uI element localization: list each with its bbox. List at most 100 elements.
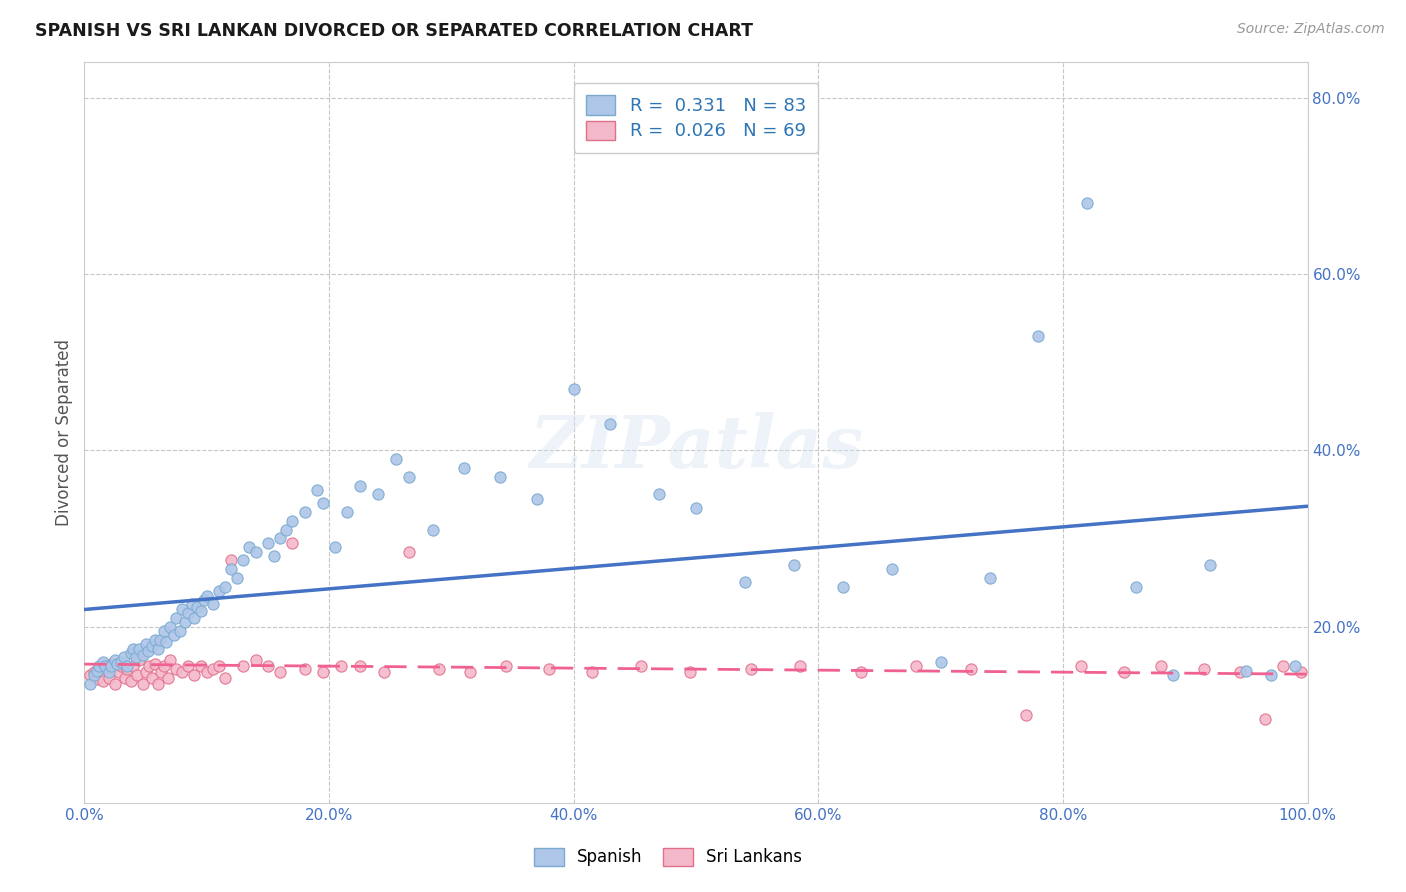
Point	[97, 671, 120, 685]
Point	[929, 655, 952, 669]
Point	[135, 665, 157, 680]
Point	[136, 644, 159, 658]
Point	[153, 624, 176, 638]
Point	[979, 571, 1001, 585]
Point	[1114, 665, 1136, 680]
Point	[91, 655, 114, 669]
Point	[398, 469, 420, 483]
Point	[1161, 668, 1184, 682]
Point	[648, 487, 671, 501]
Point	[146, 641, 169, 656]
Point	[183, 610, 205, 624]
Point	[120, 674, 142, 689]
Point	[143, 657, 166, 671]
Point	[422, 523, 444, 537]
Point	[125, 668, 148, 682]
Point	[232, 659, 254, 673]
Legend: R =  0.331   N = 83, R =  0.026   N = 69: R = 0.331 N = 83, R = 0.026 N = 69	[574, 83, 818, 153]
Point	[181, 598, 204, 612]
Point	[165, 610, 187, 624]
Point	[1198, 558, 1220, 572]
Point	[1254, 712, 1277, 726]
Point	[831, 580, 853, 594]
Legend: Spanish, Sri Lankans: Spanish, Sri Lankans	[527, 841, 808, 873]
Point	[1028, 328, 1050, 343]
Point	[880, 562, 903, 576]
Point	[238, 540, 260, 554]
Point	[538, 662, 561, 676]
Point	[305, 483, 328, 497]
Point	[190, 659, 212, 673]
Point	[385, 452, 408, 467]
Point	[177, 607, 200, 621]
Point	[276, 523, 298, 537]
Point	[257, 536, 280, 550]
Point	[159, 653, 181, 667]
Point	[349, 659, 371, 673]
Point	[201, 662, 224, 676]
Point	[112, 650, 135, 665]
Point	[562, 382, 585, 396]
Point	[427, 662, 450, 676]
Point	[489, 469, 512, 483]
Point	[630, 659, 652, 673]
Point	[269, 532, 291, 546]
Point	[1192, 662, 1215, 676]
Point	[232, 553, 254, 567]
Point	[96, 659, 118, 673]
Point	[115, 662, 138, 676]
Point	[245, 653, 267, 667]
Point	[679, 665, 702, 680]
Point	[849, 665, 872, 680]
Point	[323, 540, 346, 554]
Point	[269, 665, 291, 680]
Point	[219, 553, 242, 567]
Point	[226, 571, 249, 585]
Point	[125, 650, 148, 665]
Point	[398, 544, 420, 558]
Point	[110, 655, 132, 669]
Point	[1229, 665, 1251, 680]
Point	[373, 665, 395, 680]
Point	[132, 648, 155, 662]
Point	[135, 637, 157, 651]
Point	[186, 600, 208, 615]
Point	[120, 646, 142, 660]
Point	[312, 665, 335, 680]
Point	[740, 662, 762, 676]
Point	[172, 602, 194, 616]
Point	[79, 677, 101, 691]
Point	[153, 659, 176, 673]
Point	[685, 500, 707, 515]
Point	[100, 659, 122, 673]
Point	[138, 659, 160, 673]
Point	[294, 505, 316, 519]
Point	[201, 598, 224, 612]
Point	[150, 665, 173, 680]
Point	[734, 575, 756, 590]
Point	[159, 619, 181, 633]
Point	[330, 659, 353, 673]
Point	[1291, 665, 1313, 680]
Point	[214, 671, 236, 685]
Point	[208, 584, 231, 599]
Point	[128, 641, 150, 656]
Point	[163, 628, 186, 642]
Point	[281, 514, 304, 528]
Point	[367, 487, 389, 501]
Point	[86, 664, 108, 678]
Point	[107, 665, 129, 680]
Point	[294, 662, 316, 676]
Point	[110, 659, 132, 673]
Point	[97, 665, 120, 680]
Point	[122, 659, 145, 673]
Point	[165, 662, 187, 676]
Point	[143, 632, 166, 647]
Point	[172, 665, 194, 680]
Point	[146, 677, 169, 691]
Point	[495, 659, 517, 673]
Text: ZIPatlas: ZIPatlas	[529, 412, 863, 483]
Point	[177, 659, 200, 673]
Point	[1236, 664, 1258, 678]
Point	[141, 639, 163, 653]
